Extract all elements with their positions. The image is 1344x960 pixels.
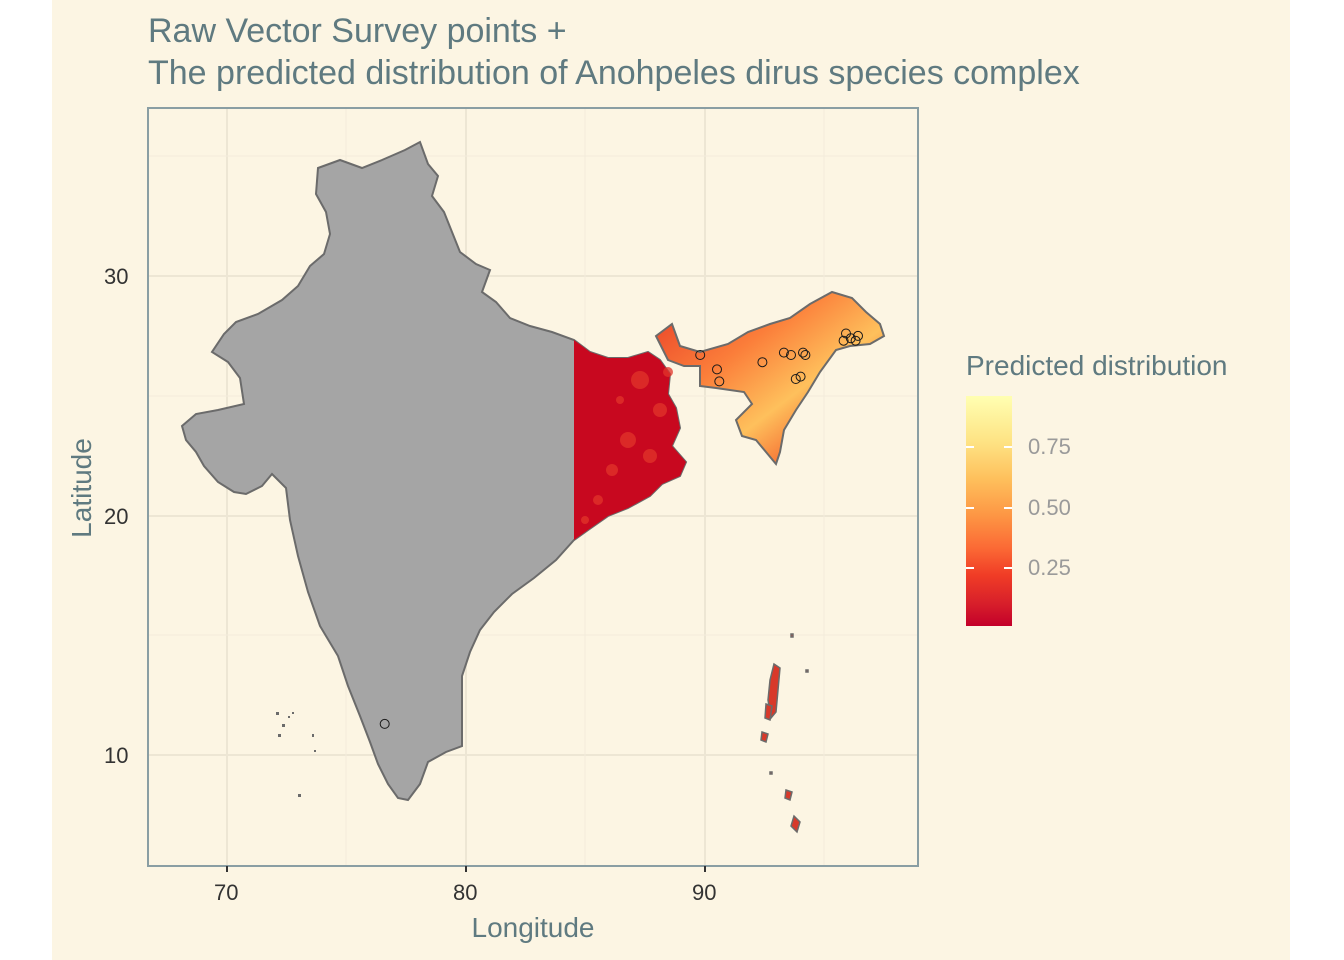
legend-title: Predicted distribution <box>966 350 1228 381</box>
chart-title-line-1: Raw Vector Survey points + <box>148 12 567 50</box>
northeast-region <box>654 290 886 467</box>
panel-border <box>147 107 919 867</box>
survey-point <box>757 357 768 368</box>
x-tick-90: 90 <box>692 880 717 905</box>
survey-point <box>712 364 722 375</box>
chart-title-line-2: The predicted distribution of Anohpeles … <box>148 54 1080 92</box>
prediction-texture <box>581 367 673 524</box>
survey-point <box>853 330 863 341</box>
survey-point <box>714 376 725 387</box>
y-tick-10: 10 <box>104 743 129 768</box>
survey-point <box>850 335 861 346</box>
survey-point <box>798 347 808 358</box>
legend-colorbar <box>966 396 1012 626</box>
andaman-nicobar-islands <box>760 633 809 834</box>
legend-tick-left <box>966 507 974 509</box>
axis-ticks <box>226 866 706 872</box>
legend-label-075: 0.75 <box>1028 434 1071 459</box>
survey-point <box>795 371 806 382</box>
survey-point <box>845 333 856 344</box>
legend-tick-right <box>1004 507 1012 509</box>
lakshadweep-islands <box>276 712 316 797</box>
x-tick-80: 80 <box>453 880 478 905</box>
survey-point <box>695 350 706 360</box>
x-axis-title: Longitude <box>471 912 595 943</box>
y-axis-title: Latitude <box>66 438 97 538</box>
x-tick-70: 70 <box>214 880 239 905</box>
survey-points <box>379 328 863 729</box>
legend-tick-right <box>1004 567 1012 569</box>
legend-label-025: 0.25 <box>1028 555 1071 580</box>
legend-tick-right <box>1004 446 1012 448</box>
y-tick-20: 20 <box>104 504 129 529</box>
survey-point <box>786 350 796 360</box>
legend-tick-left <box>966 446 974 448</box>
legend-label-050: 0.50 <box>1028 495 1071 520</box>
india-mainland <box>180 140 688 802</box>
survey-point <box>838 335 849 346</box>
survey-point <box>790 374 801 384</box>
survey-point <box>379 718 390 729</box>
y-tick-30: 30 <box>104 264 129 289</box>
legend-tick-left <box>966 567 974 569</box>
survey-point <box>778 347 789 358</box>
survey-point <box>800 350 811 360</box>
